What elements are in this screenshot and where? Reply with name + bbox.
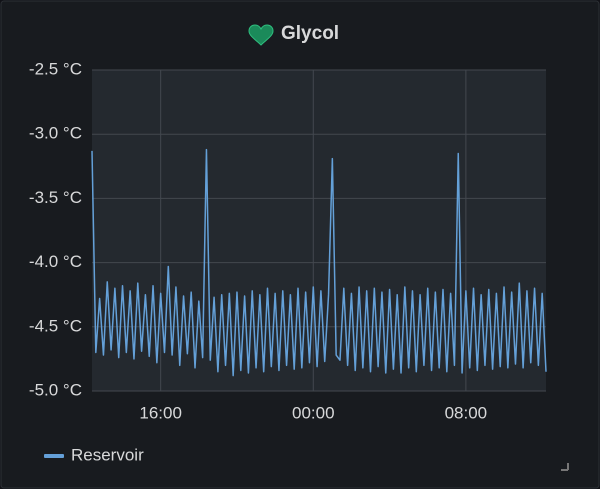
health-icon xyxy=(248,24,274,46)
y-tick-label: -5.0 °C xyxy=(29,380,82,399)
y-tick-label: -3.0 °C xyxy=(29,124,82,143)
y-tick-label: -4.0 °C xyxy=(29,252,82,271)
legend-swatch xyxy=(44,454,64,458)
x-tick-label: 00:00 xyxy=(292,403,335,422)
y-tick-label: -2.5 °C xyxy=(29,59,82,78)
series-line xyxy=(91,148,547,377)
x-tick-label: 08:00 xyxy=(445,403,488,422)
y-tick-label: -3.5 °C xyxy=(29,188,82,207)
x-tick-label: 16:00 xyxy=(139,403,182,422)
legend-label: Reservoir xyxy=(71,445,144,464)
y-tick-label: -4.5 °C xyxy=(29,316,82,335)
chart-title: Glycol xyxy=(281,23,339,44)
